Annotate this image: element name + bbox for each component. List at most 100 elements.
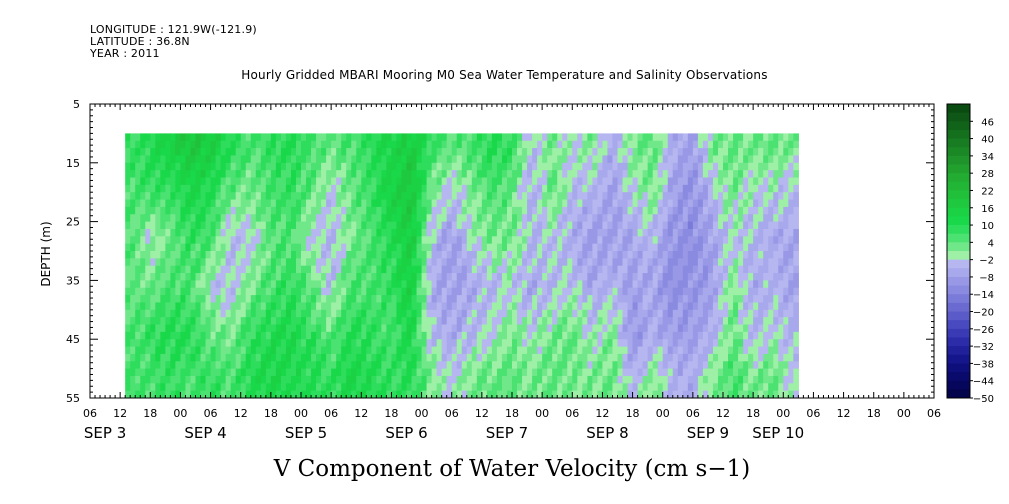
heatmap-cell [662,177,669,186]
heatmap-cell [426,170,433,179]
heatmap-cell [280,214,287,223]
heatmap-cell [140,199,146,208]
heatmap-cell [436,214,443,223]
heatmap-cell [351,317,357,326]
heatmap-cell [778,368,784,377]
heatmap-cell [331,228,337,237]
heatmap-cell [336,140,342,149]
heatmap-cell [758,295,764,304]
heatmap-cell [456,155,463,164]
heatmap-cell [788,361,794,370]
heatmap-cell [361,295,367,304]
heatmap-cell [501,236,508,245]
heatmap-cell [522,324,528,333]
heatmap-cell [491,155,498,164]
heatmap-cell [326,221,332,230]
heatmap-cell [491,177,498,186]
heatmap-cell [175,133,182,142]
heatmap-cell [552,346,558,355]
heatmap-cell [311,177,317,186]
heatmap-cell [295,170,302,179]
heatmap-cell [316,317,322,326]
heatmap-cell [175,162,182,171]
heatmap-cell [240,375,247,384]
heatmap-cell [165,383,171,392]
heatmap-cell [205,383,212,392]
heatmap-cell [687,192,694,201]
heatmap-cell [723,214,729,223]
heatmap-cell [582,162,588,171]
heatmap-cell [386,236,393,245]
heatmap-cell [431,302,438,311]
heatmap-cell [280,302,287,311]
heatmap-cell [275,258,282,267]
heatmap-cell [733,184,739,193]
heatmap-cell [506,324,513,333]
heatmap-cell [366,155,372,164]
heatmap-cell [326,273,332,281]
heatmap-cell [145,162,151,171]
heatmap-cell [512,375,518,384]
heatmap-cell [145,287,151,296]
heatmap-cell [356,265,362,274]
heatmap-cell [793,251,799,259]
heatmap-cell [240,339,247,348]
heatmap-cell [743,375,749,384]
heatmap-cell [306,265,312,274]
heatmap-cell [602,324,609,333]
heatmap-cell [788,302,794,311]
heatmap-cell [707,236,714,245]
heatmap-cell [265,170,272,179]
heatmap-cell [421,258,428,267]
heatmap-cell [491,309,498,318]
heatmap-cell [466,273,473,281]
heatmap-cell [481,170,488,179]
heatmap-cell [190,280,197,289]
heatmap-cell [456,383,463,392]
heatmap-cell [265,199,272,208]
heatmap-cell [145,221,151,230]
heatmap-cell [210,390,217,398]
heatmap-cell [260,214,267,223]
heatmap-cell [250,302,257,311]
heatmap-cell [406,324,413,333]
heatmap-cell [130,236,136,245]
heatmap-cell [476,295,483,304]
heatmap-cell [481,177,488,186]
heatmap-cell [512,353,518,362]
heatmap-cell [396,346,403,355]
heatmap-cell [351,155,357,164]
heatmap-cell [466,346,473,355]
heatmap-cell [230,192,237,201]
heatmap-cell [607,155,614,164]
heatmap-cell [436,375,443,384]
heatmap-cell [657,236,664,245]
heatmap-cell [758,155,764,164]
heatmap-cell [763,265,769,274]
heatmap-cell [733,383,739,392]
heatmap-cell [451,346,458,355]
heatmap-cell [285,170,292,179]
heatmap-cell [763,368,769,377]
heatmap-cell [235,162,242,171]
heatmap-cell [316,280,322,289]
heatmap-cell [763,221,769,230]
heatmap-cell [456,346,463,355]
heatmap-cell [733,251,739,259]
heatmap-cell [225,140,232,149]
heatmap-cell [486,199,493,208]
heatmap-cell [245,140,252,149]
heatmap-cell [758,192,764,201]
heatmap-cell [275,192,282,201]
heatmap-cell [250,221,257,230]
heatmap-cell [486,317,493,326]
heatmap-cell [652,265,659,274]
heatmap-cell [597,317,604,326]
heatmap-cell [205,251,212,259]
heatmap-cell [778,331,784,340]
heatmap-cell [738,346,744,355]
heatmap-cell [240,324,247,333]
heatmap-cell [773,302,779,311]
heatmap-cell [617,140,624,149]
heatmap-cell [190,361,197,370]
